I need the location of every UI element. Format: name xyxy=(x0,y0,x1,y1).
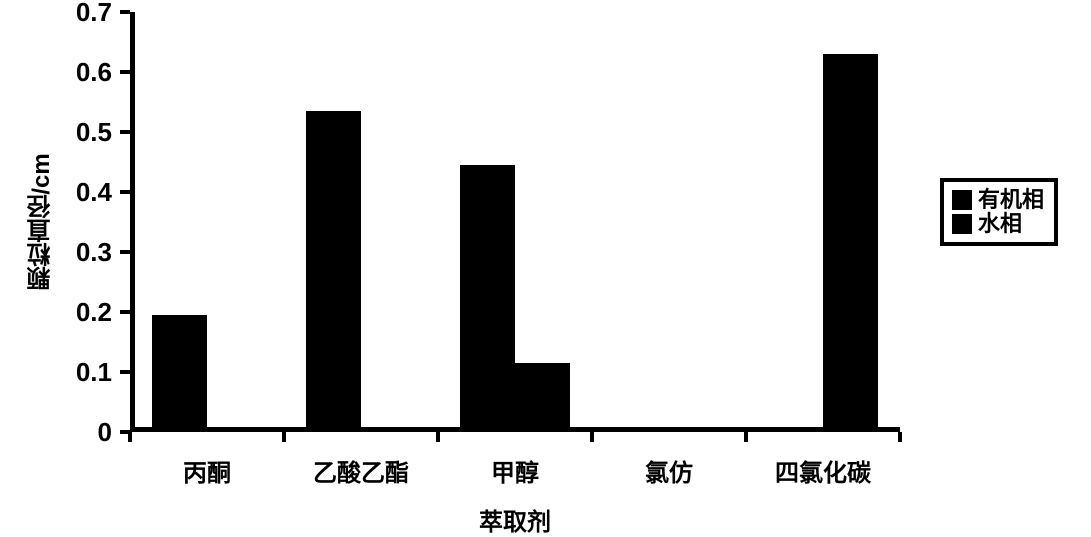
ytick-mark xyxy=(120,370,130,374)
y-axis-label: 颗粒直径/cm xyxy=(24,153,59,290)
ytick-label: 0.3 xyxy=(0,239,112,265)
bar-chart: 颗粒直径/cm 萃取剂 有机相水相 00.10.20.30.40.50.60.7… xyxy=(0,0,1091,519)
xtick-label: 乙酸乙酯 xyxy=(313,462,409,486)
ytick-label: 0.6 xyxy=(0,59,112,85)
series1-bar xyxy=(306,111,361,432)
ytick-label: 0.1 xyxy=(0,359,112,385)
legend-swatch xyxy=(952,214,972,234)
series1-bar xyxy=(152,315,207,432)
legend-item: 水相 xyxy=(952,212,1044,236)
ytick-mark xyxy=(120,70,130,74)
series2-bar xyxy=(823,54,878,432)
ytick-label: 0.5 xyxy=(0,119,112,145)
ytick-label: 0 xyxy=(0,419,112,445)
xtick-mark xyxy=(744,432,748,442)
ytick-label: 0.4 xyxy=(0,179,112,205)
xtick-label: 丙酮 xyxy=(183,462,231,486)
ytick-mark xyxy=(120,10,130,14)
xtick-mark xyxy=(898,432,902,442)
xtick-mark xyxy=(436,432,440,442)
xtick-label: 氯仿 xyxy=(645,462,693,486)
ytick-mark xyxy=(120,310,130,314)
legend-item: 有机相 xyxy=(952,188,1044,212)
legend-label: 有机相 xyxy=(978,188,1044,212)
series1-bar xyxy=(460,165,515,432)
ytick-mark xyxy=(120,130,130,134)
ytick-mark xyxy=(120,250,130,254)
series2-bar xyxy=(515,363,570,432)
legend: 有机相水相 xyxy=(940,178,1058,246)
xtick-mark xyxy=(128,432,132,442)
series2-bar xyxy=(669,429,724,432)
xtick-label: 四氯化碳 xyxy=(775,462,871,486)
legend-label: 水相 xyxy=(978,212,1022,236)
xtick-mark xyxy=(282,432,286,442)
legend-swatch xyxy=(952,190,972,210)
ytick-label: 0.2 xyxy=(0,299,112,325)
xtick-mark xyxy=(590,432,594,442)
ytick-mark xyxy=(120,190,130,194)
xtick-label: 甲醇 xyxy=(491,462,539,486)
x-axis-label: 萃取剂 xyxy=(479,502,551,537)
ytick-label: 0.7 xyxy=(0,0,112,25)
